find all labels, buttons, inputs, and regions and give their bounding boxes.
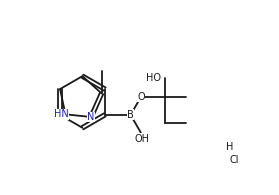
Text: Cl: Cl xyxy=(230,155,239,165)
Text: B: B xyxy=(127,110,134,120)
Text: HO: HO xyxy=(146,73,162,83)
Text: OH: OH xyxy=(134,134,149,144)
Text: N: N xyxy=(87,112,95,122)
Text: O: O xyxy=(137,92,145,102)
Text: H: H xyxy=(226,142,233,152)
Text: HN: HN xyxy=(54,109,68,119)
